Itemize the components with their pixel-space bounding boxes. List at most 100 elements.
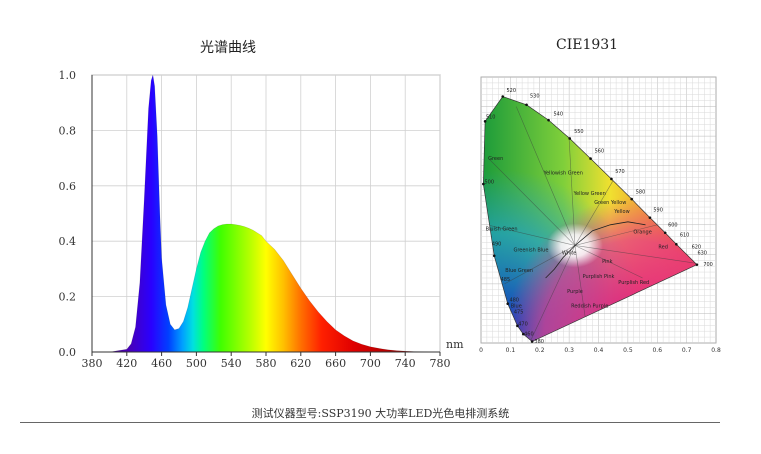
spectrum-axes: 380 420 460 500 540 580 620 660 700 740 780 0.0 0.2 0… bbox=[59, 69, 465, 370]
cie-wavelength-label: 600 bbox=[668, 222, 678, 228]
cie-region-label: Yellowish Green bbox=[543, 171, 583, 177]
cie-region-boundary bbox=[574, 245, 696, 264]
cie-region-boundary bbox=[574, 245, 643, 279]
cie-locus-point bbox=[530, 340, 534, 343]
cie-region-boundary bbox=[489, 159, 576, 246]
cie-wavelength-label: 480 bbox=[509, 298, 519, 304]
spectrum-series-line bbox=[92, 74, 441, 353]
cie-locus-point bbox=[663, 231, 667, 235]
cie-region-label: Purple bbox=[567, 289, 583, 295]
cie-locus-point bbox=[482, 182, 485, 186]
cie-x-tick-label: 0.8 bbox=[711, 347, 721, 354]
cie-locus-point bbox=[648, 216, 652, 219]
spectrum-area-group bbox=[92, 74, 441, 353]
cie-planckian-locus bbox=[545, 221, 646, 279]
cie-locus-point bbox=[516, 324, 519, 328]
x-tick-label: 620 bbox=[290, 357, 311, 370]
cie-wavelength-label: 470 bbox=[518, 321, 528, 327]
cie-wavelength-label: 460 bbox=[524, 332, 534, 338]
cie-x-tick-label: 0.7 bbox=[682, 347, 692, 354]
cie-wavelength-label: 530 bbox=[530, 94, 540, 100]
cie-region-label: Purplish Pink bbox=[583, 274, 615, 280]
y-tick-label: 0.0 bbox=[59, 346, 77, 359]
cie-x-tick-label: 0.6 bbox=[652, 347, 662, 354]
cie-wavelength-label: 570 bbox=[615, 169, 625, 175]
cie-region-label: Blue bbox=[511, 304, 522, 310]
cie-wavelength-label: 630 bbox=[697, 250, 707, 256]
cie-locus-point bbox=[506, 302, 510, 305]
cie-region-boundary bbox=[568, 139, 576, 246]
spectrum-title: 光谱曲线 bbox=[200, 40, 256, 56]
cie-locus-point bbox=[483, 120, 487, 123]
cie-region-label: Blue Green bbox=[505, 268, 533, 274]
y-tick-label: 0.4 bbox=[59, 235, 77, 248]
x-tick-label: 460 bbox=[151, 357, 172, 370]
spectrum-series-area bbox=[92, 75, 440, 352]
cie-region-label: Bluish Green bbox=[486, 227, 518, 233]
cie-region-boundary bbox=[504, 245, 576, 285]
cie-x-tick-label: 0.1 bbox=[506, 347, 516, 354]
cie-wavelength-label: 500 bbox=[484, 179, 494, 185]
cie-locus-point bbox=[501, 95, 505, 98]
cie-region-boundary bbox=[574, 180, 614, 246]
x-tick-label: 580 bbox=[256, 357, 277, 370]
cie-title: CIE1931 bbox=[556, 37, 619, 53]
cie-wavelength-label: 580 bbox=[636, 190, 646, 196]
cie-locus-point bbox=[610, 177, 613, 181]
cie-wavelength-label: 490 bbox=[492, 241, 502, 247]
y-tick-label: 0.6 bbox=[59, 180, 77, 193]
cie-locus-point bbox=[675, 242, 678, 246]
cie-locus-point bbox=[589, 157, 592, 160]
cie-wavelength-label: 550 bbox=[574, 129, 584, 135]
footer-caption: 测试仪器型号:SSP3190 大功率LED光色电排测系统 bbox=[251, 407, 510, 420]
cie-region-label: Reddish Purple bbox=[571, 304, 608, 310]
y-tick-label: 0.8 bbox=[59, 124, 77, 137]
cie-x-tick-label: 0.3 bbox=[564, 347, 574, 354]
cie-region-label: Yellow bbox=[613, 209, 629, 215]
cie-region-label: Green bbox=[488, 156, 503, 162]
cie-region-boundary bbox=[486, 224, 576, 246]
cie-wavelength-label: 700 bbox=[703, 262, 713, 268]
cie-region-boundary bbox=[574, 245, 588, 329]
cie-wavelength-label: 520 bbox=[507, 88, 517, 94]
cie-region-boundary bbox=[574, 224, 658, 246]
cie-wavelength-label: 540 bbox=[554, 111, 564, 117]
x-tick-label: 740 bbox=[395, 357, 416, 370]
cie-wavelength-label: 620 bbox=[692, 244, 702, 250]
x-tick-label: 500 bbox=[186, 357, 207, 370]
cie-region-label: Purplish Red bbox=[618, 280, 649, 286]
cie-region-label: Greenish Blue bbox=[513, 247, 548, 253]
cie-wavelength-label: 475 bbox=[514, 309, 524, 315]
cie-x-tick-label: 0.2 bbox=[535, 347, 545, 354]
footer-divider bbox=[20, 422, 720, 423]
cie-region-label: Red bbox=[658, 244, 668, 250]
x-tick-label: 660 bbox=[325, 357, 346, 370]
x-tick-label: 700 bbox=[360, 357, 381, 370]
cie-locus-point bbox=[492, 254, 496, 258]
cie-region-label: Green Yellow bbox=[594, 200, 626, 206]
cie-region-label: Pink bbox=[602, 259, 612, 265]
cie-region-label: Yellow Green bbox=[573, 191, 606, 197]
cie-region-label: Orange bbox=[633, 230, 651, 236]
cie-region-boundary bbox=[515, 106, 576, 246]
x-tick-label: 540 bbox=[221, 357, 242, 370]
cie-wavelength-label: 485 bbox=[501, 277, 511, 283]
cie-region-boundary bbox=[530, 245, 576, 341]
x-tick-label: 780 bbox=[430, 357, 451, 370]
x-tick-label: 420 bbox=[116, 357, 137, 370]
cie-wavelength-label: 380 bbox=[534, 339, 544, 345]
cie-wavelength-label: 610 bbox=[680, 233, 690, 239]
cie-locus-point bbox=[547, 118, 550, 122]
x-tick-label: 380 bbox=[82, 357, 103, 370]
cie-x-tick-label: 0.5 bbox=[623, 347, 633, 354]
x-axis-label: nm bbox=[446, 338, 464, 351]
y-tick-label: 0.2 bbox=[59, 291, 77, 304]
cie-wavelength-label: 560 bbox=[595, 148, 605, 154]
cie-x-tick-label: 0 bbox=[479, 347, 483, 354]
cie-locus-point bbox=[630, 197, 633, 201]
cie-x-tick-label: 0.4 bbox=[594, 347, 604, 354]
cie-region-label: White bbox=[562, 250, 577, 256]
y-tick-label: 1.0 bbox=[59, 69, 77, 82]
